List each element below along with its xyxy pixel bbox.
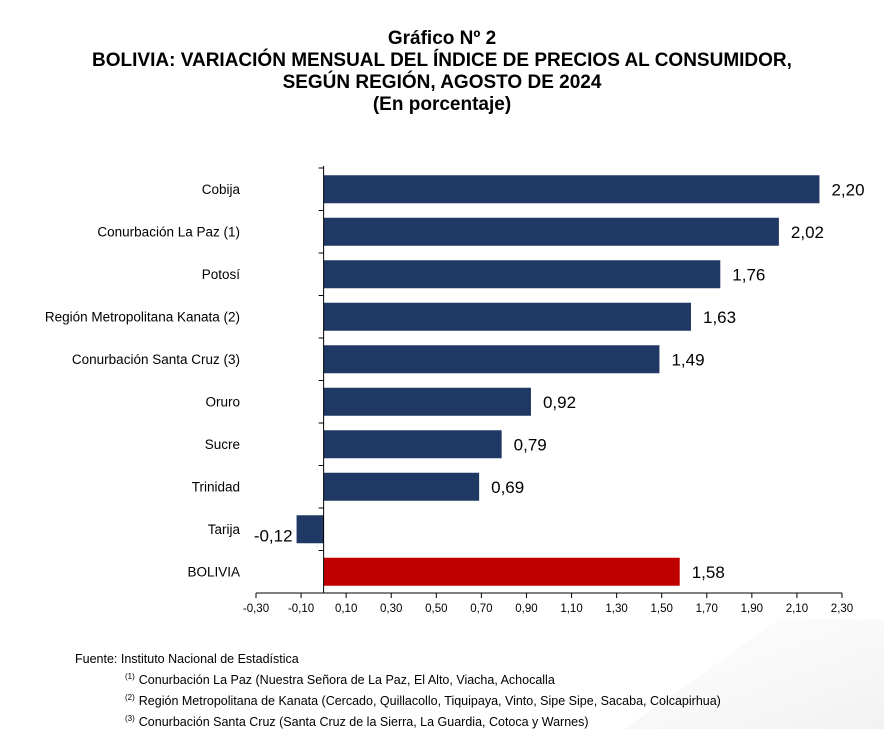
category-label: Tarija bbox=[208, 522, 241, 537]
bar bbox=[323, 387, 531, 416]
x-tick-label: 0,70 bbox=[470, 603, 492, 615]
value-label: 1,76 bbox=[732, 265, 765, 284]
bar bbox=[323, 260, 721, 289]
value-label: -0,12 bbox=[254, 526, 293, 545]
chart-subtitle: (En porcentaje) bbox=[372, 94, 512, 115]
value-label: 2,20 bbox=[831, 180, 864, 199]
category-label: Región Metropolitana Kanata (2) bbox=[45, 309, 240, 324]
footnote-mark-2: (2) bbox=[125, 693, 135, 702]
value-label: 1,58 bbox=[692, 563, 725, 582]
bar bbox=[323, 430, 502, 459]
x-tick-label: 0,30 bbox=[380, 603, 402, 615]
category-label: Conurbación Santa Cruz (3) bbox=[72, 352, 240, 367]
category-label: Oruro bbox=[205, 394, 240, 409]
footnote-3: (3) Conurbación Santa Cruz (Santa Cruz de… bbox=[75, 710, 721, 731]
footnote-text-3: Conurbación Santa Cruz (Santa Cruz de la… bbox=[138, 715, 589, 729]
category-label: Potosí bbox=[202, 267, 241, 282]
value-label: 0,69 bbox=[491, 478, 524, 497]
bar-chart: Cobija 2,20 Conurbación La Paz (1) 2,02 Poto… bbox=[45, 166, 865, 615]
bar bbox=[323, 217, 779, 246]
footnote-2: (2) Región Metropolitana de Kanata (Cerca… bbox=[75, 689, 721, 710]
value-label: 2,02 bbox=[791, 223, 824, 242]
value-label: 0,79 bbox=[514, 435, 547, 454]
x-tick-label: 1,90 bbox=[741, 603, 763, 615]
bar bbox=[323, 345, 660, 374]
bar bbox=[323, 302, 691, 331]
x-tick-label: -0,10 bbox=[288, 603, 314, 615]
footnote-mark-1: (1) bbox=[125, 672, 135, 681]
bar bbox=[323, 557, 680, 586]
x-tick-label: 1,70 bbox=[696, 603, 718, 615]
chart-title-line3: SEGÚN REGIÓN, AGOSTO DE 2024 bbox=[282, 72, 602, 93]
chart-titles: Gráfico Nº 2 BOLIVIA: VARIACIÓN MENSUAL … bbox=[0, 28, 884, 116]
value-label: 1,49 bbox=[671, 350, 704, 369]
category-label: BOLIVIA bbox=[187, 564, 240, 579]
x-tick-label: 1,50 bbox=[650, 603, 672, 615]
category-label: Conurbación La Paz (1) bbox=[97, 224, 240, 239]
value-label: 0,92 bbox=[543, 393, 576, 412]
footnote-1: (1) Conurbación La Paz (Nuestra Señora de… bbox=[75, 668, 721, 689]
category-label: Cobija bbox=[202, 182, 241, 197]
x-tick-label: 1,30 bbox=[605, 603, 627, 615]
source-note: Fuente: Instituto Nacional de Estadístic… bbox=[75, 652, 299, 666]
bar bbox=[323, 472, 480, 501]
bar bbox=[296, 515, 324, 544]
footnote-mark-3: (3) bbox=[125, 714, 135, 723]
chart-notes: Fuente: Instituto Nacional de Estadístic… bbox=[75, 651, 721, 731]
x-tick-label: -0,30 bbox=[243, 603, 269, 615]
chart-title-line2: BOLIVIA: VARIACIÓN MENSUAL DEL ÍNDICE DE… bbox=[92, 50, 792, 71]
value-label: 1,63 bbox=[703, 308, 736, 327]
x-tick-label: 2,30 bbox=[831, 603, 853, 615]
x-tick-label: 1,10 bbox=[560, 603, 582, 615]
x-tick-label: 0,10 bbox=[335, 603, 357, 615]
category-label: Trinidad bbox=[192, 479, 240, 494]
category-label: Sucre bbox=[205, 437, 240, 452]
footnote-text-2: Región Metropolitana de Kanata (Cercado,… bbox=[138, 694, 721, 708]
x-tick-label: 0,90 bbox=[515, 603, 537, 615]
x-tick-label: 2,10 bbox=[786, 603, 808, 615]
footnote-text-1: Conurbación La Paz (Nuestra Señora de La… bbox=[138, 673, 555, 687]
chart-title-line1: Gráfico Nº 2 bbox=[387, 28, 497, 49]
x-tick-label: 0,50 bbox=[425, 603, 447, 615]
bar bbox=[323, 175, 820, 204]
